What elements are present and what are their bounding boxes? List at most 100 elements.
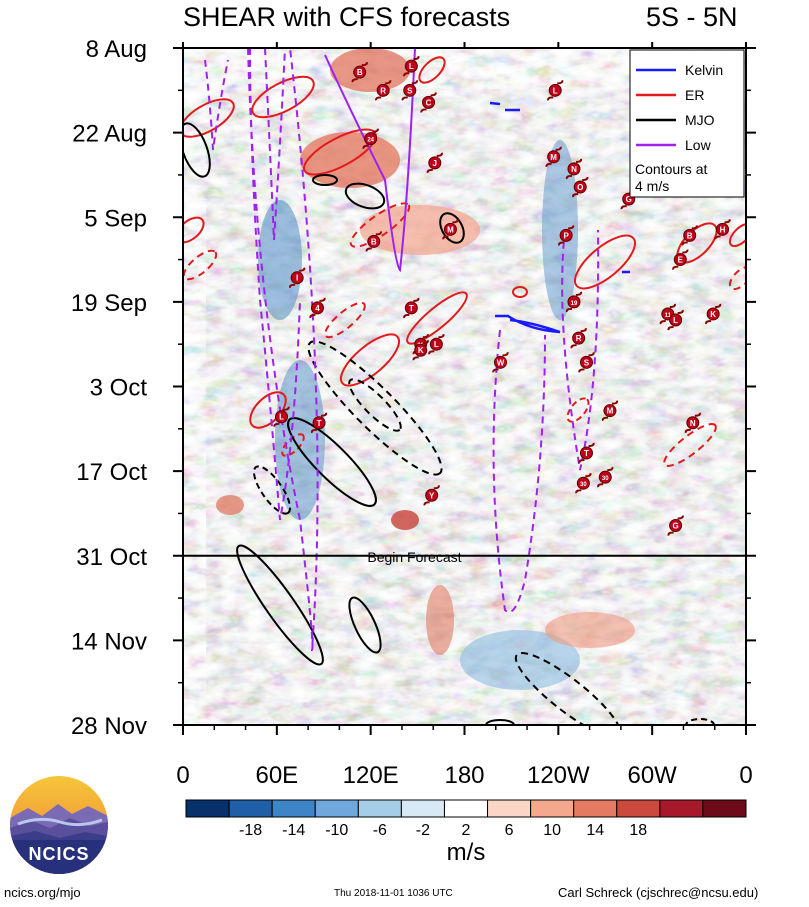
storm-label: K xyxy=(418,346,424,355)
storm-label: R xyxy=(576,334,582,343)
colorbar-label: -18 xyxy=(239,822,262,839)
legend-label: ER xyxy=(685,87,704,103)
x-tick-label: 60W xyxy=(627,762,677,789)
y-tick-label: 22 Aug xyxy=(72,121,147,148)
storm-label: E xyxy=(678,256,684,265)
storm-marker: B xyxy=(351,61,368,83)
storm-label: B xyxy=(357,68,363,77)
storm-label: I xyxy=(296,274,298,283)
mjo-contour xyxy=(252,465,292,515)
storm-marker: 4 xyxy=(309,297,326,319)
storm-marker: 30 xyxy=(575,472,592,494)
er-contour xyxy=(574,234,636,290)
timestamp: Thu 2018-11-01 1036 UTC xyxy=(334,888,453,899)
legend-note: 4 m/s xyxy=(635,178,669,194)
er-contour xyxy=(281,433,305,457)
low-contour xyxy=(204,59,229,151)
storm-label: L xyxy=(434,340,439,349)
storm-marker: M xyxy=(601,400,619,421)
er-contour xyxy=(251,75,315,119)
ncics-logo: NCICS xyxy=(10,776,108,874)
mjo-contour xyxy=(485,719,515,725)
storm-marker: H xyxy=(714,219,731,240)
storm-marker: K xyxy=(412,339,429,361)
storm-label: B xyxy=(371,237,377,246)
kelvin-contour xyxy=(489,101,520,112)
legend-label: Kelvin xyxy=(685,62,723,78)
storm-label: R xyxy=(380,86,386,95)
y-tick-label: 31 Oct xyxy=(76,544,147,571)
storm-label: S xyxy=(407,86,413,95)
storm-marker: W xyxy=(492,352,509,373)
storm-label: J xyxy=(433,159,437,168)
axes: 0 60E 120E 180 120W 60W 0 8 Aug 22 Aug 5 Sep 19 Se… xyxy=(71,36,756,789)
storm-label: M xyxy=(447,225,454,234)
storm-label: H xyxy=(720,225,726,234)
colorbar-unit: m/s xyxy=(447,839,486,866)
colorbar-label: -10 xyxy=(325,822,348,839)
storm-label: G xyxy=(673,522,679,531)
storm-label: N xyxy=(571,165,577,174)
colorbar-bin xyxy=(659,799,704,818)
storm-marker: L xyxy=(428,333,445,355)
storm-marker: L xyxy=(667,309,684,331)
er-contour xyxy=(566,397,590,423)
site-link[interactable]: ncics.org/mjo xyxy=(4,885,81,900)
colorbar-bin xyxy=(228,799,273,818)
storm-marker: S xyxy=(578,352,595,373)
x-tick-label: 120E xyxy=(343,762,399,789)
storm-marker: Y xyxy=(423,484,440,506)
storm-label: M xyxy=(550,153,557,162)
storm-label: W xyxy=(497,358,505,367)
storm-markers: BLRSCL24JMNOGMBPBHEI4T1911LK29KLRSWMLTNT… xyxy=(273,55,731,536)
storm-marker: N xyxy=(565,158,583,180)
storm-marker: L xyxy=(547,79,564,101)
legend-label: Low xyxy=(685,137,712,153)
colorbar-bin xyxy=(357,799,402,818)
storm-marker: E xyxy=(672,249,689,270)
storm-marker: I xyxy=(289,267,306,289)
storm-marker: 30 xyxy=(597,466,614,488)
mjo-contour xyxy=(307,340,443,476)
legend-label: MJO xyxy=(685,112,715,128)
colorbar-bin xyxy=(443,799,489,818)
begin-forecast-label: Begin Forecast xyxy=(367,549,461,565)
colorbar-bin xyxy=(702,799,747,818)
colorbar-label: -14 xyxy=(282,822,305,839)
storm-label: 30 xyxy=(580,482,587,488)
storm-marker: S xyxy=(401,79,418,101)
storm-label: T xyxy=(409,304,414,313)
x-tick-label: 0 xyxy=(739,762,752,789)
low-contour xyxy=(264,48,286,241)
colorbar-label: 14 xyxy=(586,822,604,839)
er-contour xyxy=(324,301,366,339)
storm-label: L xyxy=(553,86,558,95)
mjo-contour xyxy=(348,378,402,432)
region-label: 5S - 5N xyxy=(646,2,738,32)
colorbar-label: 10 xyxy=(543,822,561,839)
colorbar-label: 2 xyxy=(462,822,471,839)
legend-note: Contours at xyxy=(635,161,707,177)
y-tick-label: 19 Sep xyxy=(71,290,147,317)
storm-marker: M xyxy=(545,146,562,168)
storm-label: 4 xyxy=(315,304,320,313)
colorbar-bin xyxy=(573,799,618,818)
storm-marker: R xyxy=(375,79,392,101)
storm-label: C xyxy=(426,98,432,107)
storm-marker: G xyxy=(620,188,637,210)
logo-text: NCICS xyxy=(28,844,90,864)
storm-label: P xyxy=(563,231,569,240)
storm-marker: J xyxy=(426,152,443,174)
x-tick-label: 0 xyxy=(176,762,189,789)
storm-label: N xyxy=(690,419,696,428)
storm-marker: T xyxy=(310,412,328,434)
low-contour xyxy=(561,229,600,471)
storm-marker: N xyxy=(684,412,701,434)
storm-marker: B xyxy=(365,231,382,252)
colorbar-label: -6 xyxy=(373,822,387,839)
storm-label: 11 xyxy=(665,313,672,319)
storm-marker: R xyxy=(570,327,587,349)
storm-marker: M xyxy=(442,219,459,240)
er-contour xyxy=(183,216,205,244)
